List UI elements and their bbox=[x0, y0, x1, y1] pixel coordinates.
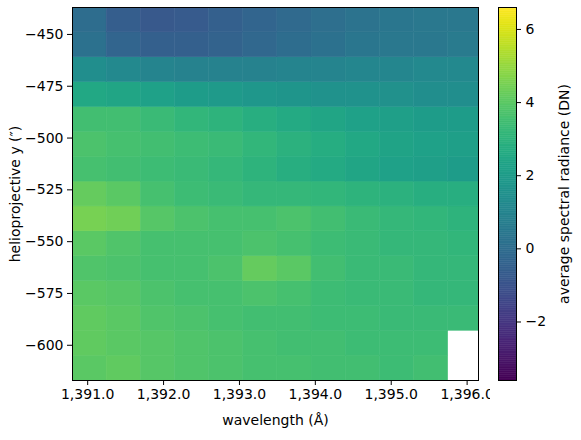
svg-text:6: 6 bbox=[526, 21, 535, 37]
svg-text:−2: −2 bbox=[526, 313, 547, 329]
svg-text:average spectral radiance (DN): average spectral radiance (DN) bbox=[556, 84, 572, 304]
svg-text:−550: −550 bbox=[25, 233, 63, 249]
svg-text:−525: −525 bbox=[25, 181, 63, 197]
svg-text:1,395.0: 1,395.0 bbox=[365, 386, 418, 402]
svg-text:2: 2 bbox=[526, 167, 535, 183]
svg-text:−575: −575 bbox=[25, 285, 63, 301]
svg-text:1,391.0: 1,391.0 bbox=[61, 386, 114, 402]
svg-text:0: 0 bbox=[526, 240, 535, 256]
svg-text:1,392.0: 1,392.0 bbox=[137, 386, 190, 402]
svg-text:1,393.0: 1,393.0 bbox=[213, 386, 266, 402]
svg-text:helioprojective y (″): helioprojective y (″) bbox=[7, 126, 23, 263]
svg-text:1,394.0: 1,394.0 bbox=[289, 386, 342, 402]
svg-text:4: 4 bbox=[526, 94, 535, 110]
svg-text:−600: −600 bbox=[25, 337, 63, 353]
svg-text:wavelength (Å): wavelength (Å) bbox=[222, 412, 329, 428]
svg-text:1,396.0: 1,396.0 bbox=[440, 386, 493, 402]
svg-text:−500: −500 bbox=[25, 130, 63, 146]
svg-text:−475: −475 bbox=[25, 78, 63, 94]
svg-text:−450: −450 bbox=[25, 26, 63, 42]
